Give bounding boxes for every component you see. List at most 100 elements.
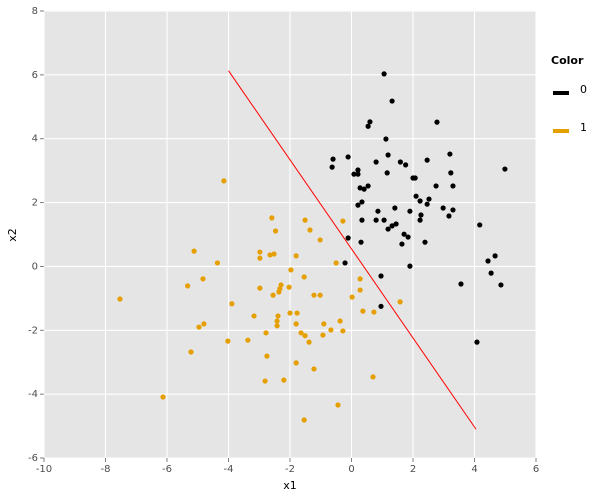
point [270, 292, 276, 298]
point [424, 157, 430, 163]
point [446, 213, 452, 219]
point [355, 171, 361, 177]
point [281, 377, 287, 383]
point [389, 98, 395, 104]
point [450, 207, 456, 213]
point [367, 119, 373, 125]
y-tick-label: -2 [28, 325, 38, 336]
point [392, 205, 398, 211]
point [269, 215, 275, 221]
point [424, 201, 430, 207]
point [275, 313, 281, 319]
point [329, 164, 335, 170]
point [276, 289, 282, 295]
point [330, 156, 336, 162]
point [201, 321, 207, 327]
point [293, 253, 299, 259]
point [302, 217, 308, 223]
point [375, 208, 381, 214]
y-tick-label: 4 [32, 134, 38, 145]
point [340, 218, 346, 224]
point [355, 167, 361, 173]
point [393, 221, 399, 227]
point [373, 217, 379, 223]
x-tick-label: -8 [101, 464, 111, 475]
x-tick-label: 2 [410, 464, 416, 475]
point [359, 217, 365, 223]
point [257, 285, 263, 291]
point [307, 227, 313, 233]
y-tick-label: -4 [28, 389, 38, 400]
point [117, 296, 123, 302]
point [160, 394, 166, 400]
x-tick-label: -4 [224, 464, 234, 475]
point [378, 303, 384, 309]
point [413, 193, 419, 199]
point [361, 186, 367, 192]
point [257, 249, 263, 255]
x-tick-label: -2 [285, 464, 295, 475]
point [320, 332, 326, 338]
point [370, 374, 376, 380]
point [262, 378, 268, 384]
point [196, 324, 202, 330]
point [381, 71, 387, 77]
point [385, 152, 391, 158]
point [272, 228, 279, 234]
point [397, 159, 403, 165]
point [340, 328, 346, 334]
point [498, 282, 504, 288]
point [405, 234, 411, 240]
x-tick-label: -6 [162, 464, 172, 475]
point [214, 260, 221, 266]
point [474, 339, 480, 345]
legend-title: Color [551, 54, 584, 67]
point [417, 217, 423, 223]
point [293, 321, 299, 327]
point [335, 402, 341, 408]
point [492, 253, 498, 259]
point [274, 323, 280, 329]
point [311, 292, 317, 298]
point [351, 171, 357, 177]
point [251, 313, 257, 319]
point [333, 260, 339, 266]
point [407, 263, 413, 269]
point [371, 309, 377, 315]
point [448, 170, 454, 176]
point [502, 166, 508, 172]
point [485, 258, 491, 264]
point [422, 239, 428, 245]
point [365, 123, 371, 129]
point [301, 417, 307, 423]
point [458, 281, 464, 287]
point [288, 267, 294, 273]
point [426, 196, 432, 202]
point [357, 185, 363, 191]
x-axis-label: x1 [283, 479, 297, 492]
point [477, 222, 483, 228]
point [357, 276, 363, 282]
point [317, 292, 323, 298]
point [412, 175, 418, 181]
point [191, 248, 197, 254]
point [257, 255, 263, 261]
point [345, 154, 351, 160]
point [294, 310, 300, 316]
x-tick-label: 0 [348, 464, 354, 475]
point [434, 119, 440, 125]
legend-label: 0 [580, 83, 587, 96]
point [440, 205, 446, 211]
x-tick-label: -10 [36, 464, 52, 475]
point [298, 330, 304, 336]
x-tick-label: 6 [533, 464, 539, 475]
point [418, 212, 424, 218]
point [200, 276, 206, 282]
point [383, 136, 389, 142]
point [337, 318, 343, 324]
point [417, 198, 423, 204]
point [301, 274, 307, 280]
point [389, 223, 395, 229]
point [384, 170, 390, 176]
